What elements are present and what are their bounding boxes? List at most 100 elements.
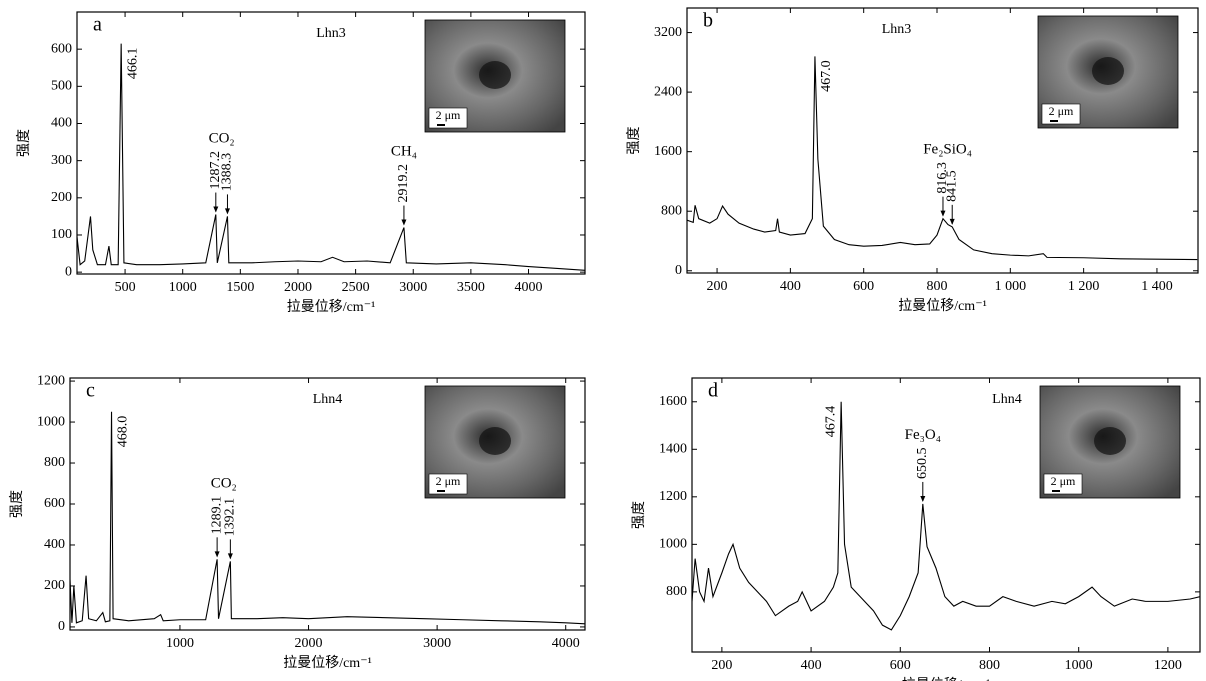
y-tick-label: 2400 [654, 84, 682, 99]
y-tick-label: 300 [51, 153, 72, 168]
x-tick-label: 1 000 [995, 279, 1027, 294]
panel-letter: b [703, 10, 713, 32]
x-tick-label: 1000 [166, 636, 194, 651]
y-tick-label: 0 [65, 264, 72, 279]
y-tick-label: 800 [666, 584, 687, 599]
spectrum-line [692, 401, 1200, 631]
x-tick-label: 600 [890, 658, 911, 673]
spectrum-line [687, 56, 1198, 261]
sample-name: Lhn4 [313, 392, 343, 407]
x-tick-label: 1 400 [1141, 279, 1173, 294]
peak-label: 467.4 [823, 406, 838, 438]
inset-inclusion [1094, 427, 1126, 455]
y-tick-label: 1000 [37, 414, 65, 429]
y-tick-label: 1000 [659, 537, 687, 552]
y-tick-label: 0 [675, 263, 682, 278]
x-tick-label: 1000 [169, 280, 197, 295]
peak-label: 466.1 [125, 48, 140, 80]
x-axis-label: 拉曼位移/cm⁻¹ [902, 677, 991, 681]
y-tick-label: 1200 [659, 489, 687, 504]
x-tick-label: 500 [115, 280, 136, 295]
y-tick-label: 400 [44, 537, 65, 552]
peak-arrow-head [949, 218, 955, 225]
peak-label: 841.5 [944, 170, 959, 202]
peak-label: 1388.3 [220, 153, 235, 192]
x-tick-label: 2000 [284, 280, 312, 295]
peak-arrow-head [401, 219, 407, 226]
scale-box [1043, 473, 1083, 495]
scale-bar-label: 2 μm [436, 108, 461, 122]
y-tick-label: 600 [44, 496, 65, 511]
y-axis-label: 强度 [626, 127, 642, 155]
scale-box [1041, 103, 1081, 125]
peak-arrow-head [940, 210, 946, 217]
plot-frame [686, 7, 1199, 274]
panel-letter: d [708, 380, 718, 402]
y-tick-label: 500 [51, 79, 72, 94]
sample-name: Lhn4 [992, 392, 1022, 407]
peak-label: 2919.2 [396, 164, 411, 203]
x-axis-label: 拉曼位移/cm⁻¹ [898, 298, 987, 314]
x-tick-label: 200 [707, 279, 728, 294]
peak-label: 1287.2 [208, 151, 223, 190]
x-axis-label: 拉曼位移/cm⁻¹ [283, 655, 372, 671]
sample-name: Lhn3 [316, 26, 346, 41]
scale-bar-label: 2 μm [1051, 474, 1076, 488]
species-label: CO₂ [211, 475, 237, 491]
plot-frame [76, 11, 586, 275]
y-tick-label: 600 [51, 41, 72, 56]
x-tick-label: 3500 [457, 280, 485, 295]
peak-label: 468.0 [116, 416, 131, 448]
y-axis-label: 强度 [16, 129, 32, 157]
species-label: CO₂ [209, 130, 235, 146]
x-tick-label: 800 [927, 279, 948, 294]
peak-arrow-head [214, 551, 220, 558]
x-tick-label: 4000 [515, 280, 543, 295]
x-tick-label: 1200 [1154, 658, 1182, 673]
y-tick-label: 0 [58, 619, 65, 634]
inset-inclusion [1092, 57, 1124, 85]
x-tick-label: 1500 [226, 280, 254, 295]
x-axis-label: 拉曼位移/cm⁻¹ [287, 299, 376, 315]
scale-bar-label: 2 μm [436, 474, 461, 488]
x-tick-label: 400 [780, 279, 801, 294]
inset-inclusion [479, 61, 511, 89]
y-tick-label: 200 [51, 190, 72, 205]
x-tick-label: 600 [853, 279, 874, 294]
y-tick-label: 200 [44, 578, 65, 593]
x-tick-label: 200 [711, 658, 732, 673]
peak-arrow-head [224, 208, 230, 215]
x-tick-label: 4000 [552, 636, 580, 651]
peak-label: 1289.1 [209, 496, 224, 535]
x-tick-label: 3000 [423, 636, 451, 651]
peak-arrow-head [227, 553, 233, 560]
x-tick-label: 2000 [295, 636, 323, 651]
peak-arrow-head [920, 495, 926, 502]
y-axis-label: 强度 [631, 501, 647, 529]
plot-frame [69, 377, 586, 631]
y-tick-label: 3200 [654, 25, 682, 40]
inset-inclusion [479, 427, 511, 455]
species-label: Fe₃O₄ [905, 427, 941, 443]
panel-letter: c [86, 380, 95, 402]
spectrum-line [70, 411, 585, 625]
species-label: CH₄ [391, 143, 417, 159]
y-tick-label: 1600 [654, 144, 682, 159]
y-tick-label: 1600 [659, 394, 687, 409]
scale-box [428, 107, 468, 129]
peak-label: 1392.1 [223, 498, 238, 537]
scale-bar-label: 2 μm [1049, 104, 1074, 118]
peak-arrow-head [213, 206, 219, 213]
peak-label: 816.3 [935, 162, 950, 194]
sample-name: Lhn3 [882, 22, 912, 37]
x-tick-label: 3000 [399, 280, 427, 295]
spectrum-line [77, 43, 585, 271]
peak-label: 650.5 [915, 447, 930, 479]
x-tick-label: 1000 [1065, 658, 1093, 673]
x-tick-label: 400 [801, 658, 822, 673]
y-tick-label: 1400 [659, 442, 687, 457]
scale-box [428, 473, 468, 495]
y-tick-label: 1200 [37, 373, 65, 388]
